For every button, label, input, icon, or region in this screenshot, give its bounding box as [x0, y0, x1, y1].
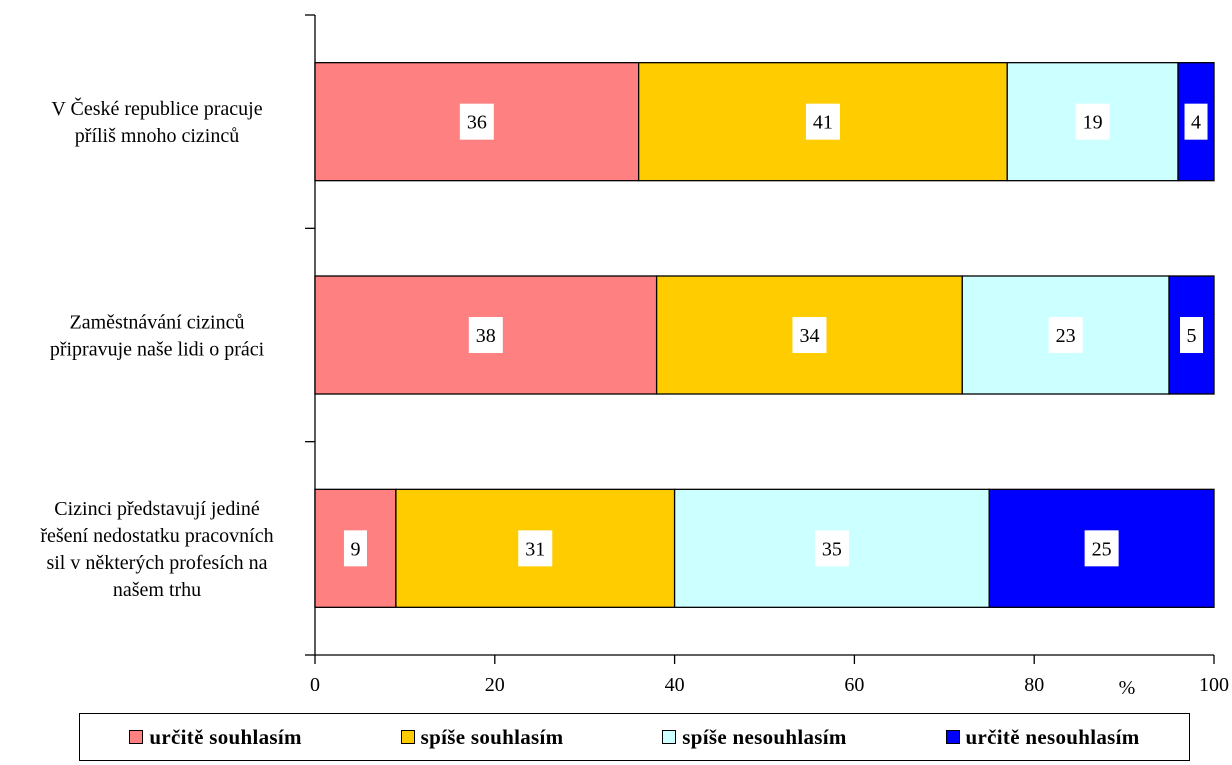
- chart-svg: 0 20 40 60 80 100% 36 41 19 4 V České republice pr…: [40, 14, 1229, 699]
- x-tick-label-5: 100: [1199, 674, 1229, 696]
- x-tick-label-4: 80: [1024, 674, 1044, 696]
- data-label-2-2: 35: [822, 538, 842, 560]
- data-label-bg-1-0: [468, 317, 503, 353]
- data-label-bg-1-1: [792, 317, 827, 353]
- data-label-bg-2-3: [1084, 530, 1119, 567]
- legend-swatch-0: [129, 730, 144, 744]
- data-label-bg-1-2: [1048, 317, 1083, 353]
- legend-label-2: spíše nesouhlasím: [682, 724, 847, 749]
- data-label-1-1: 34: [799, 325, 819, 347]
- category-label-2-line-0: Cizinci představují jediné: [54, 498, 260, 520]
- data-label-0-2: 19: [1083, 112, 1103, 134]
- category-label-2-line-1: řešení nedostatku pracovních: [40, 525, 273, 547]
- category-label-2-line-2: sil v některých profesích na: [46, 552, 267, 574]
- legend-label-3: určitě nesouhlasím: [965, 724, 1140, 749]
- data-label-bg-1-3: [1180, 317, 1204, 353]
- bar-1-1: [655, 275, 963, 395]
- data-label-2-0: 9: [350, 538, 360, 560]
- legend-item-1: spíše souhlasím: [400, 724, 564, 750]
- legend-item-2: spíše nesouhlasím: [662, 725, 846, 750]
- legend-item-0: určitě souhlasím: [129, 724, 302, 750]
- data-label-0-0: 36: [467, 112, 487, 134]
- data-label-2-1: 31: [525, 538, 545, 560]
- data-label-1-3: 5: [1187, 325, 1197, 347]
- x-tick-label-1: 20: [485, 674, 505, 696]
- legend-swatch-1: [400, 730, 415, 744]
- legend-swatch-3: [945, 730, 960, 744]
- data-label-0-1: 41: [813, 112, 833, 134]
- data-label-bg-0-0: [459, 103, 494, 140]
- legend-item-3: určitě nesouhlasím: [945, 724, 1140, 750]
- category-label-0-line-1: příliš mnoho cizinců: [75, 125, 239, 147]
- x-tick-label-0: 0: [310, 674, 320, 696]
- data-label-bg-0-2: [1075, 103, 1110, 140]
- x-tick-label-2: 40: [665, 674, 685, 696]
- category-label-0-line-0: V České republice pracuje: [51, 96, 262, 120]
- data-label-bg-0-3: [1184, 103, 1208, 140]
- data-label-bg-2-1: [518, 530, 553, 567]
- legend-label-0: určitě souhlasím: [149, 724, 302, 749]
- data-label-1-2: 23: [1056, 325, 1076, 347]
- category-label-1-line-0: Zaměstnávání cizinců: [70, 312, 245, 334]
- legend: určitě souhlasím spíše souhlasím spíše n…: [79, 713, 1190, 761]
- x-tick-label-3: 60: [844, 674, 864, 696]
- data-label-2-3: 25: [1092, 538, 1112, 560]
- data-label-bg-2-2: [814, 530, 849, 567]
- category-label-2-line-3: našem trhu: [113, 579, 201, 601]
- data-label-bg-0-1: [805, 103, 840, 140]
- legend-label-1: spíše souhlasím: [420, 724, 564, 749]
- x-unit-label: %: [1119, 677, 1136, 699]
- legend-swatch-2: [662, 730, 677, 744]
- data-label-0-3: 4: [1191, 112, 1201, 134]
- data-label-1-0: 38: [476, 325, 496, 347]
- data-label-bg-2-0: [343, 530, 367, 567]
- category-label-1-line-1: připravuje naše lidi o práci: [50, 339, 265, 361]
